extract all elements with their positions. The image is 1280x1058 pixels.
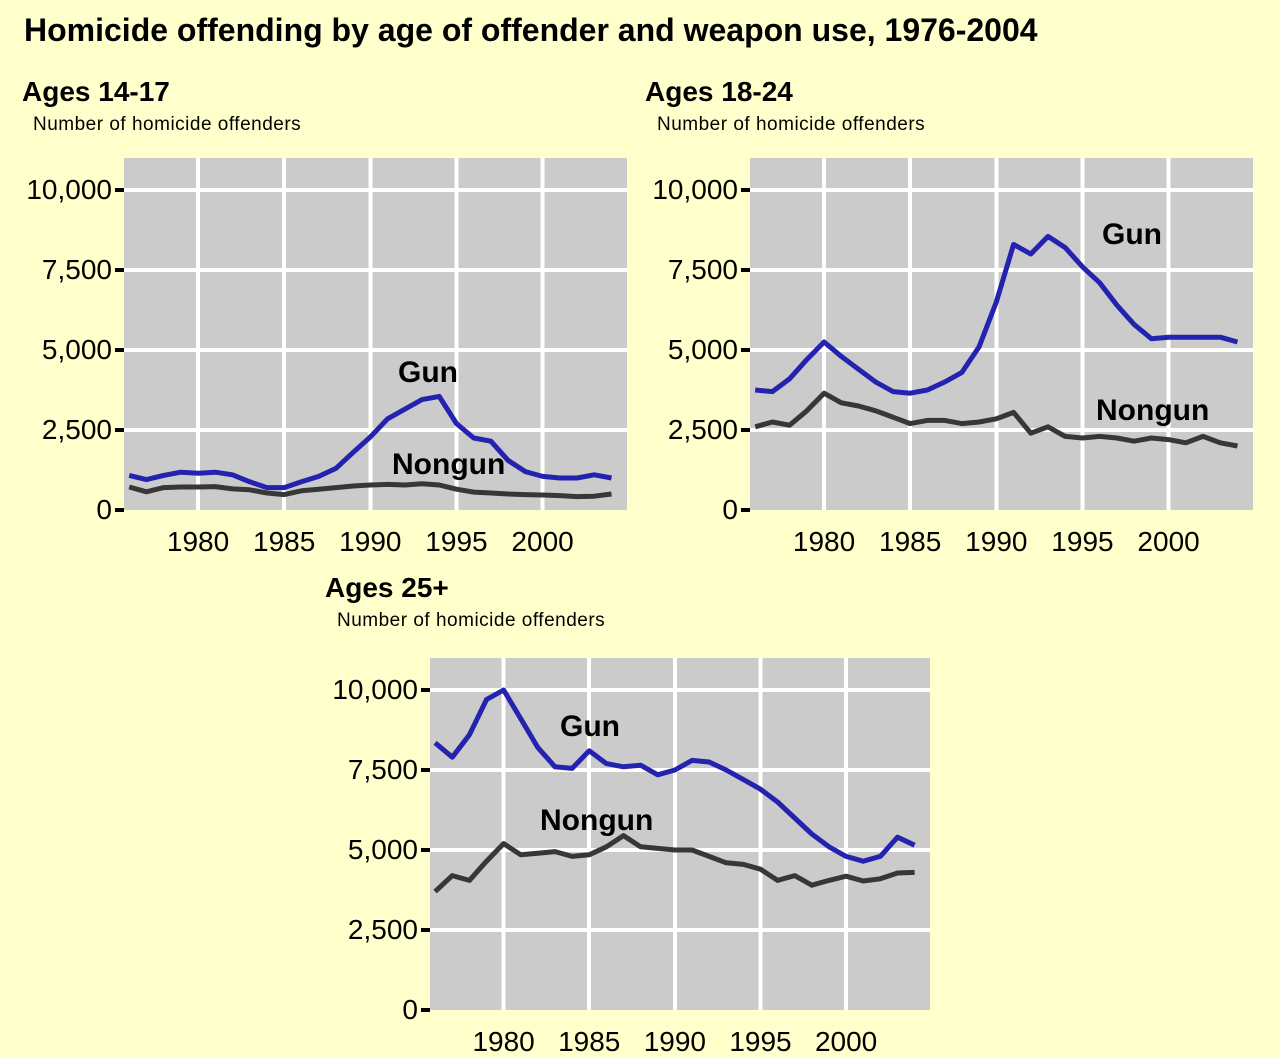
y-tick-mark: [421, 848, 430, 852]
y-tick-mark: [421, 928, 430, 932]
nongun-line: [754, 390, 1238, 449]
gun-line: [433, 687, 916, 864]
x-tick-label: 2000: [1137, 526, 1200, 557]
page-title: Homicide offending by age of offender an…: [24, 12, 1038, 48]
y-tick-mark: [115, 188, 124, 192]
x-tick-label: 1990: [339, 526, 402, 557]
y-tick-mark: [421, 1008, 430, 1012]
chart-title: Ages 18-24: [645, 76, 793, 107]
chart-title: Ages 14-17: [22, 76, 170, 107]
y-tick-label: 5,000: [667, 334, 738, 365]
series-label-nongun: Nongun: [540, 804, 654, 837]
x-tick-label: 2000: [511, 526, 574, 557]
y-tick-mark: [741, 428, 750, 432]
chart-title: Ages 25+: [325, 572, 449, 603]
y-tick-mark: [115, 428, 124, 432]
y-tick-label: 2,500: [41, 414, 112, 445]
y-tick-label: 10,000: [652, 174, 738, 205]
gun-line: [128, 393, 612, 491]
y-axis-caption: Number of homicide offenders: [337, 610, 606, 631]
nongun-line: [128, 481, 612, 500]
y-tick-mark: [421, 688, 430, 692]
y-tick-mark: [421, 768, 430, 772]
y-tick-mark: [741, 348, 750, 352]
plot-area: [430, 658, 930, 1010]
y-tick-label: 0: [402, 994, 418, 1025]
gun-line: [754, 233, 1239, 396]
x-tick-label: 1990: [965, 526, 1028, 557]
x-tick-label: 1995: [425, 526, 488, 557]
series-label-gun: Gun: [1102, 218, 1162, 251]
plot-area: [750, 158, 1253, 510]
plot-area: [124, 158, 627, 510]
page: Homicide offending by age of offender an…: [22, 12, 1253, 1057]
y-axis-caption: Number of homicide offenders: [657, 114, 926, 135]
x-tick-label: 1980: [166, 526, 230, 557]
y-tick-mark: [741, 508, 750, 512]
y-tick-label: 2,500: [667, 414, 738, 445]
y-tick-label: 0: [96, 494, 112, 525]
series-label-gun: Gun: [398, 356, 458, 389]
y-tick-label: 2,500: [347, 914, 418, 945]
series-label-gun: Gun: [560, 710, 620, 743]
y-tick-label: 10,000: [332, 674, 418, 705]
y-tick-mark: [741, 188, 750, 192]
y-tick-label: 7,500: [667, 254, 738, 285]
x-tick-label: 1985: [253, 526, 316, 557]
y-tick-label: 7,500: [41, 254, 112, 285]
series-label-nongun: Nongun: [1096, 394, 1210, 427]
y-tick-mark: [741, 268, 750, 272]
x-tick-label: 1985: [879, 526, 942, 557]
nongun-line: [433, 833, 915, 894]
x-tick-label: 1980: [792, 526, 856, 557]
y-tick-label: 10,000: [26, 174, 112, 205]
x-tick-label: 2000: [814, 1026, 878, 1057]
series-label-nongun: Nongun: [392, 448, 506, 481]
x-tick-label: 1995: [1051, 526, 1114, 557]
y-tick-mark: [115, 348, 124, 352]
y-tick-label: 5,000: [41, 334, 112, 365]
y-tick-mark: [115, 508, 124, 512]
y-axis-caption: Number of homicide offenders: [33, 114, 302, 135]
y-tick-label: 0: [722, 494, 738, 525]
y-tick-label: 5,000: [347, 834, 418, 865]
y-tick-mark: [115, 268, 124, 272]
y-tick-label: 7,500: [347, 754, 418, 785]
